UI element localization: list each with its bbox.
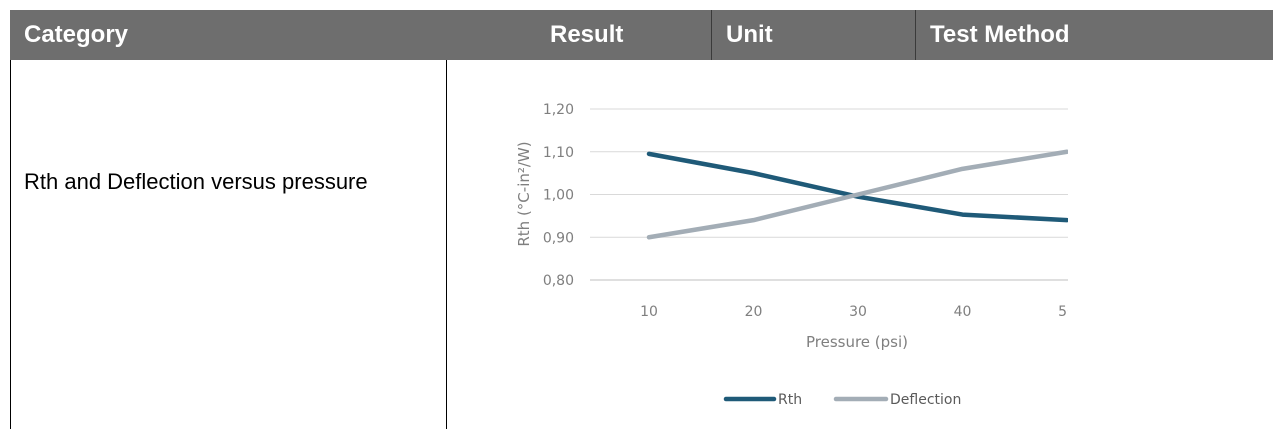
x-tick-label: 30 (849, 304, 867, 320)
y-axis-title: Rth (°C-in²/W) (515, 141, 533, 246)
table-row (10, 60, 1273, 429)
category-cell: Rth and Deflection versus pressure (24, 169, 368, 194)
rth-deflection-chart: 0,800,901,001,101,20051015201020304050Pr… (515, 102, 1068, 408)
x-tick-label: 10 (640, 304, 658, 320)
x-tick-label: 20 (745, 304, 763, 320)
cell-divider (446, 60, 447, 429)
x-axis-title: Pressure (psi) (806, 333, 908, 351)
data-table: Category Result Unit Test Method Rth and… (10, 10, 1273, 429)
header-test-method: Test Method (930, 21, 1070, 48)
table-header: Category Result Unit Test Method (10, 10, 1273, 60)
header-result: Result (550, 21, 624, 48)
legend-label-deflection: Deflection (890, 392, 961, 408)
header-divider (915, 10, 916, 60)
y-tick-label: 1,10 (543, 145, 574, 161)
x-tick-label: 40 (954, 304, 972, 320)
header-unit: Unit (726, 21, 773, 48)
y-tick-label: 1,00 (543, 188, 574, 204)
y-tick-label: 1,20 (543, 102, 574, 118)
header-divider (711, 10, 712, 60)
legend-label-rth: Rth (778, 392, 802, 408)
x-tick-label: 50 (1058, 304, 1068, 320)
y-tick-label: 0,80 (543, 273, 574, 289)
header-category: Category (24, 21, 129, 48)
series-line-deflection (646, 149, 1068, 240)
y-tick-label: 0,90 (543, 230, 574, 246)
